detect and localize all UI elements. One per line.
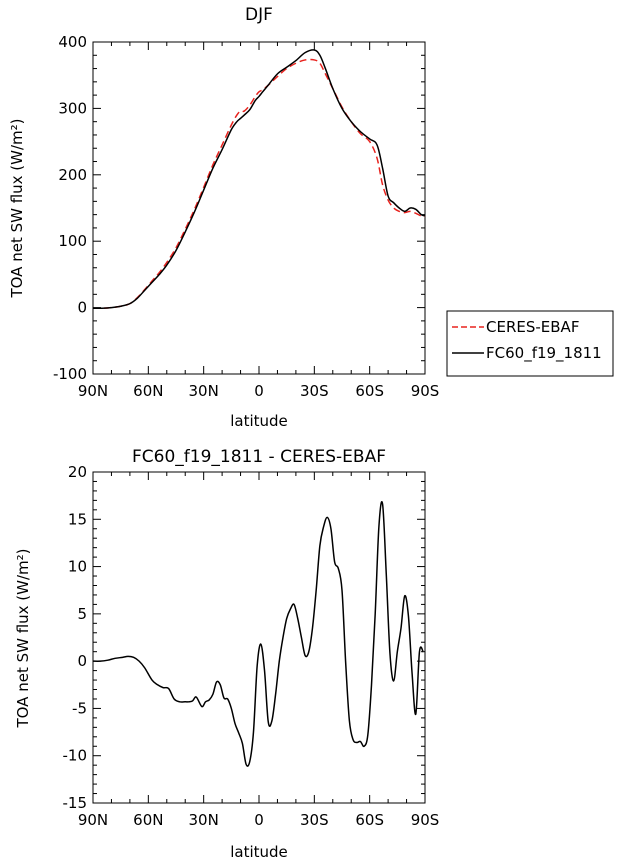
- x-axis-label: latitude: [230, 412, 288, 430]
- x-tick-label: 0: [254, 382, 264, 400]
- x-axis-label: latitude: [230, 843, 288, 861]
- legend-label-ceres: CERES-EBAF: [486, 318, 579, 336]
- y-axis: -100 0 100 200 300 400: [53, 33, 425, 383]
- y-tick-label: 0: [77, 299, 87, 317]
- x-tick-label: 30N: [189, 382, 219, 400]
- x-tick-label: 90N: [78, 811, 108, 829]
- series-line-difference: [92, 501, 424, 767]
- y-tick-label: -10: [63, 747, 88, 765]
- x-tick-label: 30S: [300, 811, 329, 829]
- x-tick-label: 60N: [133, 811, 163, 829]
- y-tick-label: 20: [68, 463, 87, 481]
- y-tick-label: 15: [68, 510, 87, 528]
- x-tick-label: 90S: [411, 382, 440, 400]
- y-tick-label: 200: [58, 166, 87, 184]
- legend: CERES-EBAF FC60_f19_1811: [446, 310, 614, 377]
- x-tick-label: 30S: [300, 382, 329, 400]
- x-tick-label: 60N: [133, 382, 163, 400]
- x-tick-label: 60S: [355, 811, 384, 829]
- y-tick-label: 0: [77, 652, 87, 670]
- x-tick-label: 30N: [189, 811, 219, 829]
- y-tick-label: -100: [53, 365, 87, 383]
- chart-difference: FC60_f19_1811 - CERES-EBAF 90N 60N 30N 0 30S…: [14, 447, 439, 861]
- y-tick-label: 100: [58, 232, 87, 250]
- y-tick-label: 10: [68, 558, 87, 576]
- legend-label-fc60: FC60_f19_1811: [486, 344, 602, 363]
- plot-frame: [92, 471, 426, 804]
- legend-box: [446, 310, 614, 377]
- y-tick-label: -15: [63, 794, 88, 812]
- x-tick-label: 0: [254, 811, 264, 829]
- chart-title: DJF: [245, 5, 273, 25]
- y-tick-label: 5: [77, 605, 87, 623]
- y-tick-label: -5: [72, 699, 87, 717]
- plot-area: [92, 471, 426, 804]
- series-line-ceres-ebaf: [92, 58, 426, 310]
- chart-title: FC60_f19_1811 - CERES-EBAF: [132, 447, 386, 467]
- x-tick-label: 90N: [78, 382, 108, 400]
- plot-area: [92, 41, 426, 375]
- x-tick-label: 90S: [411, 811, 440, 829]
- series-line-fc60-f19-1811: [92, 49, 426, 310]
- chart-djf: DJF 90N 60N 30N 0 30S 60S 90S -100 0 100 200 300 40…: [8, 5, 439, 430]
- x-axis: 90N 60N 30N 0 30S 60S 90S: [78, 42, 439, 400]
- y-tick-label: 400: [58, 33, 87, 51]
- y-axis-label: TOA net SW flux (W/m²): [8, 118, 26, 298]
- x-axis: 90N 60N 30N 0 30S 60S 90S: [78, 472, 439, 829]
- y-tick-label: 300: [58, 99, 87, 117]
- y-axis: -15 -10 -5 0 5 10 15 20: [63, 463, 425, 812]
- y-axis-label: TOA net SW flux (W/m²): [14, 548, 32, 728]
- x-tick-label: 60S: [355, 382, 384, 400]
